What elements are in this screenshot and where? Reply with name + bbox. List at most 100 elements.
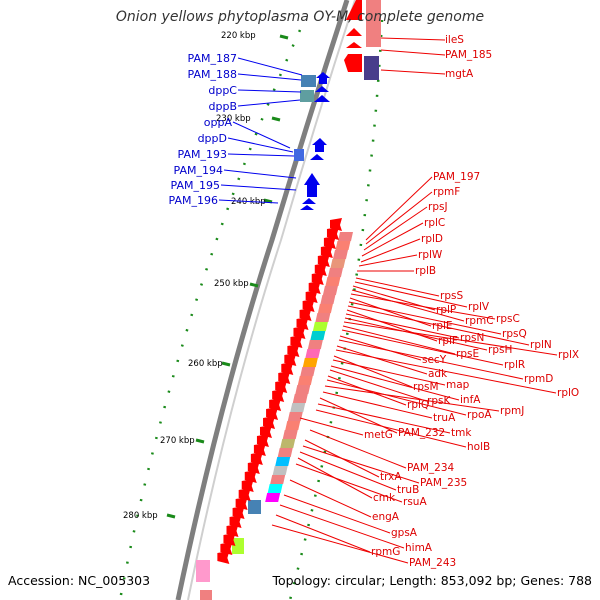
connector-line: [271, 524, 409, 564]
gene-label-pam-232: PAM_232: [398, 427, 445, 439]
gene-label-rpld: rplD: [421, 233, 443, 245]
gene-block: [320, 295, 336, 304]
connector-line: [232, 121, 291, 149]
gene-label-rpse: rpsE: [456, 348, 479, 360]
gene-label-rpmj: rpmJ: [500, 405, 524, 417]
gene-block: [307, 340, 323, 349]
gene-block: [295, 385, 311, 394]
reverse-arrow: [256, 434, 269, 447]
gene-block: [310, 331, 326, 340]
gene-label-hima: himA: [405, 542, 433, 554]
gene-label-rplw: rplW: [418, 249, 443, 261]
forward-genes: [294, 72, 330, 210]
reverse-arrow: [296, 317, 309, 330]
gene-block: [300, 367, 316, 376]
reverse-arrow: [217, 551, 230, 564]
reverse-arrow: [229, 515, 242, 528]
gene-label-rplf: rplF: [438, 335, 458, 347]
gene-label-rplc: rplC: [424, 217, 445, 229]
connector-line: [326, 379, 467, 416]
gene-block: [285, 421, 301, 430]
genome-summary-text: Topology: circular; Length: 853,092 bp; …: [272, 573, 593, 588]
reverse-arrow: [314, 263, 327, 276]
connector-line: [365, 176, 433, 241]
gene-label-pam-185: PAM_185: [445, 49, 492, 61]
gene-label-pam-187: PAM_187: [188, 52, 237, 65]
connector-line: [237, 57, 303, 76]
reverse-label-connectors: [271, 37, 558, 564]
gene-label-secy: secY: [422, 354, 447, 366]
gene-label-enga: engA: [372, 511, 400, 523]
reverse-arrow: [311, 272, 324, 285]
connector-line: [335, 349, 557, 394]
connector-line: [336, 345, 428, 375]
gene-label-infa: infA: [460, 394, 481, 406]
gene-label-dppd: dppD: [198, 132, 227, 145]
gene-block: [282, 430, 298, 439]
connector-line: [338, 339, 524, 380]
map-title: Onion yellows phytoplasma OY-M, complete…: [115, 9, 485, 25]
reverse-arrow: [281, 362, 294, 375]
reverse-arrow: [266, 407, 279, 420]
gene-block: [292, 394, 308, 403]
gene-label-pam-235: PAM_235: [420, 477, 467, 489]
reverse-arrow: [287, 344, 300, 357]
connector-line: [339, 335, 422, 361]
gene-label-rplr: rplR: [504, 359, 525, 371]
connector-line: [345, 313, 460, 339]
gene-block: [272, 466, 288, 475]
gene-label-rpsm: rpsM: [413, 381, 439, 393]
reverse-arrow: [244, 470, 257, 483]
gene-label-rpoa: rpoA: [467, 409, 492, 421]
gene-label-rplq: rplQ: [407, 399, 429, 411]
gene-label-rplv: rplV: [468, 301, 490, 313]
scale-label-230: 230 kbp: [216, 114, 251, 124]
gene-block: [327, 268, 343, 277]
reverse-arrow: [250, 452, 263, 465]
connector-line: [355, 277, 440, 297]
gene-block: [265, 493, 281, 502]
scale-label-250: 250 kbp: [214, 279, 249, 289]
gene-label-trub: truB: [397, 484, 419, 496]
connector-line: [317, 403, 451, 434]
gene-block: [275, 457, 291, 466]
gene-label-pam-194: PAM_194: [174, 164, 223, 177]
gene-label-pam-243: PAM_243: [409, 557, 456, 569]
connector-line: [360, 238, 421, 263]
reverse-arrow: [220, 542, 233, 555]
gene-block: [248, 500, 261, 514]
connector-line: [333, 355, 413, 388]
gene-label-mgta: mgtA: [445, 68, 474, 80]
connector-line: [380, 49, 446, 56]
connector-line: [348, 301, 502, 335]
gene-label-pam-196: PAM_196: [169, 194, 218, 207]
reverse-genes-top: [344, 0, 381, 80]
scale-ticks: [166, 34, 289, 519]
gene-label-adk: adk: [428, 368, 448, 380]
reverse-arrow: [226, 524, 239, 537]
gene-block: [332, 250, 348, 259]
scale-label-220: 220 kbp: [221, 31, 256, 41]
connector-line: [342, 325, 456, 355]
reverse-arrow: [275, 380, 288, 393]
reverse-arrow: [320, 245, 333, 258]
reverse-arrow: [269, 398, 282, 411]
connector-line: [218, 199, 279, 204]
connector-line: [302, 445, 420, 484]
scale-label-260: 260 kbp: [188, 359, 223, 369]
reverse-arrow: [247, 461, 260, 474]
gene-label-pam-234: PAM_234: [407, 462, 455, 474]
gene-label-rplp: rplP: [436, 304, 456, 316]
reverse-arrow: [235, 497, 248, 510]
connector-line: [289, 479, 372, 518]
gene-label-rpsq: rpsQ: [502, 328, 527, 340]
reverse-arrow: [253, 443, 266, 456]
connector-line: [237, 99, 301, 107]
reverse-arrow: [305, 290, 318, 303]
gene-block: [196, 560, 210, 582]
gene-label-rpsj: rpsJ: [428, 201, 448, 213]
connector-line: [223, 169, 297, 179]
gene-block: [280, 439, 296, 448]
reverse-arrow: [259, 425, 272, 438]
